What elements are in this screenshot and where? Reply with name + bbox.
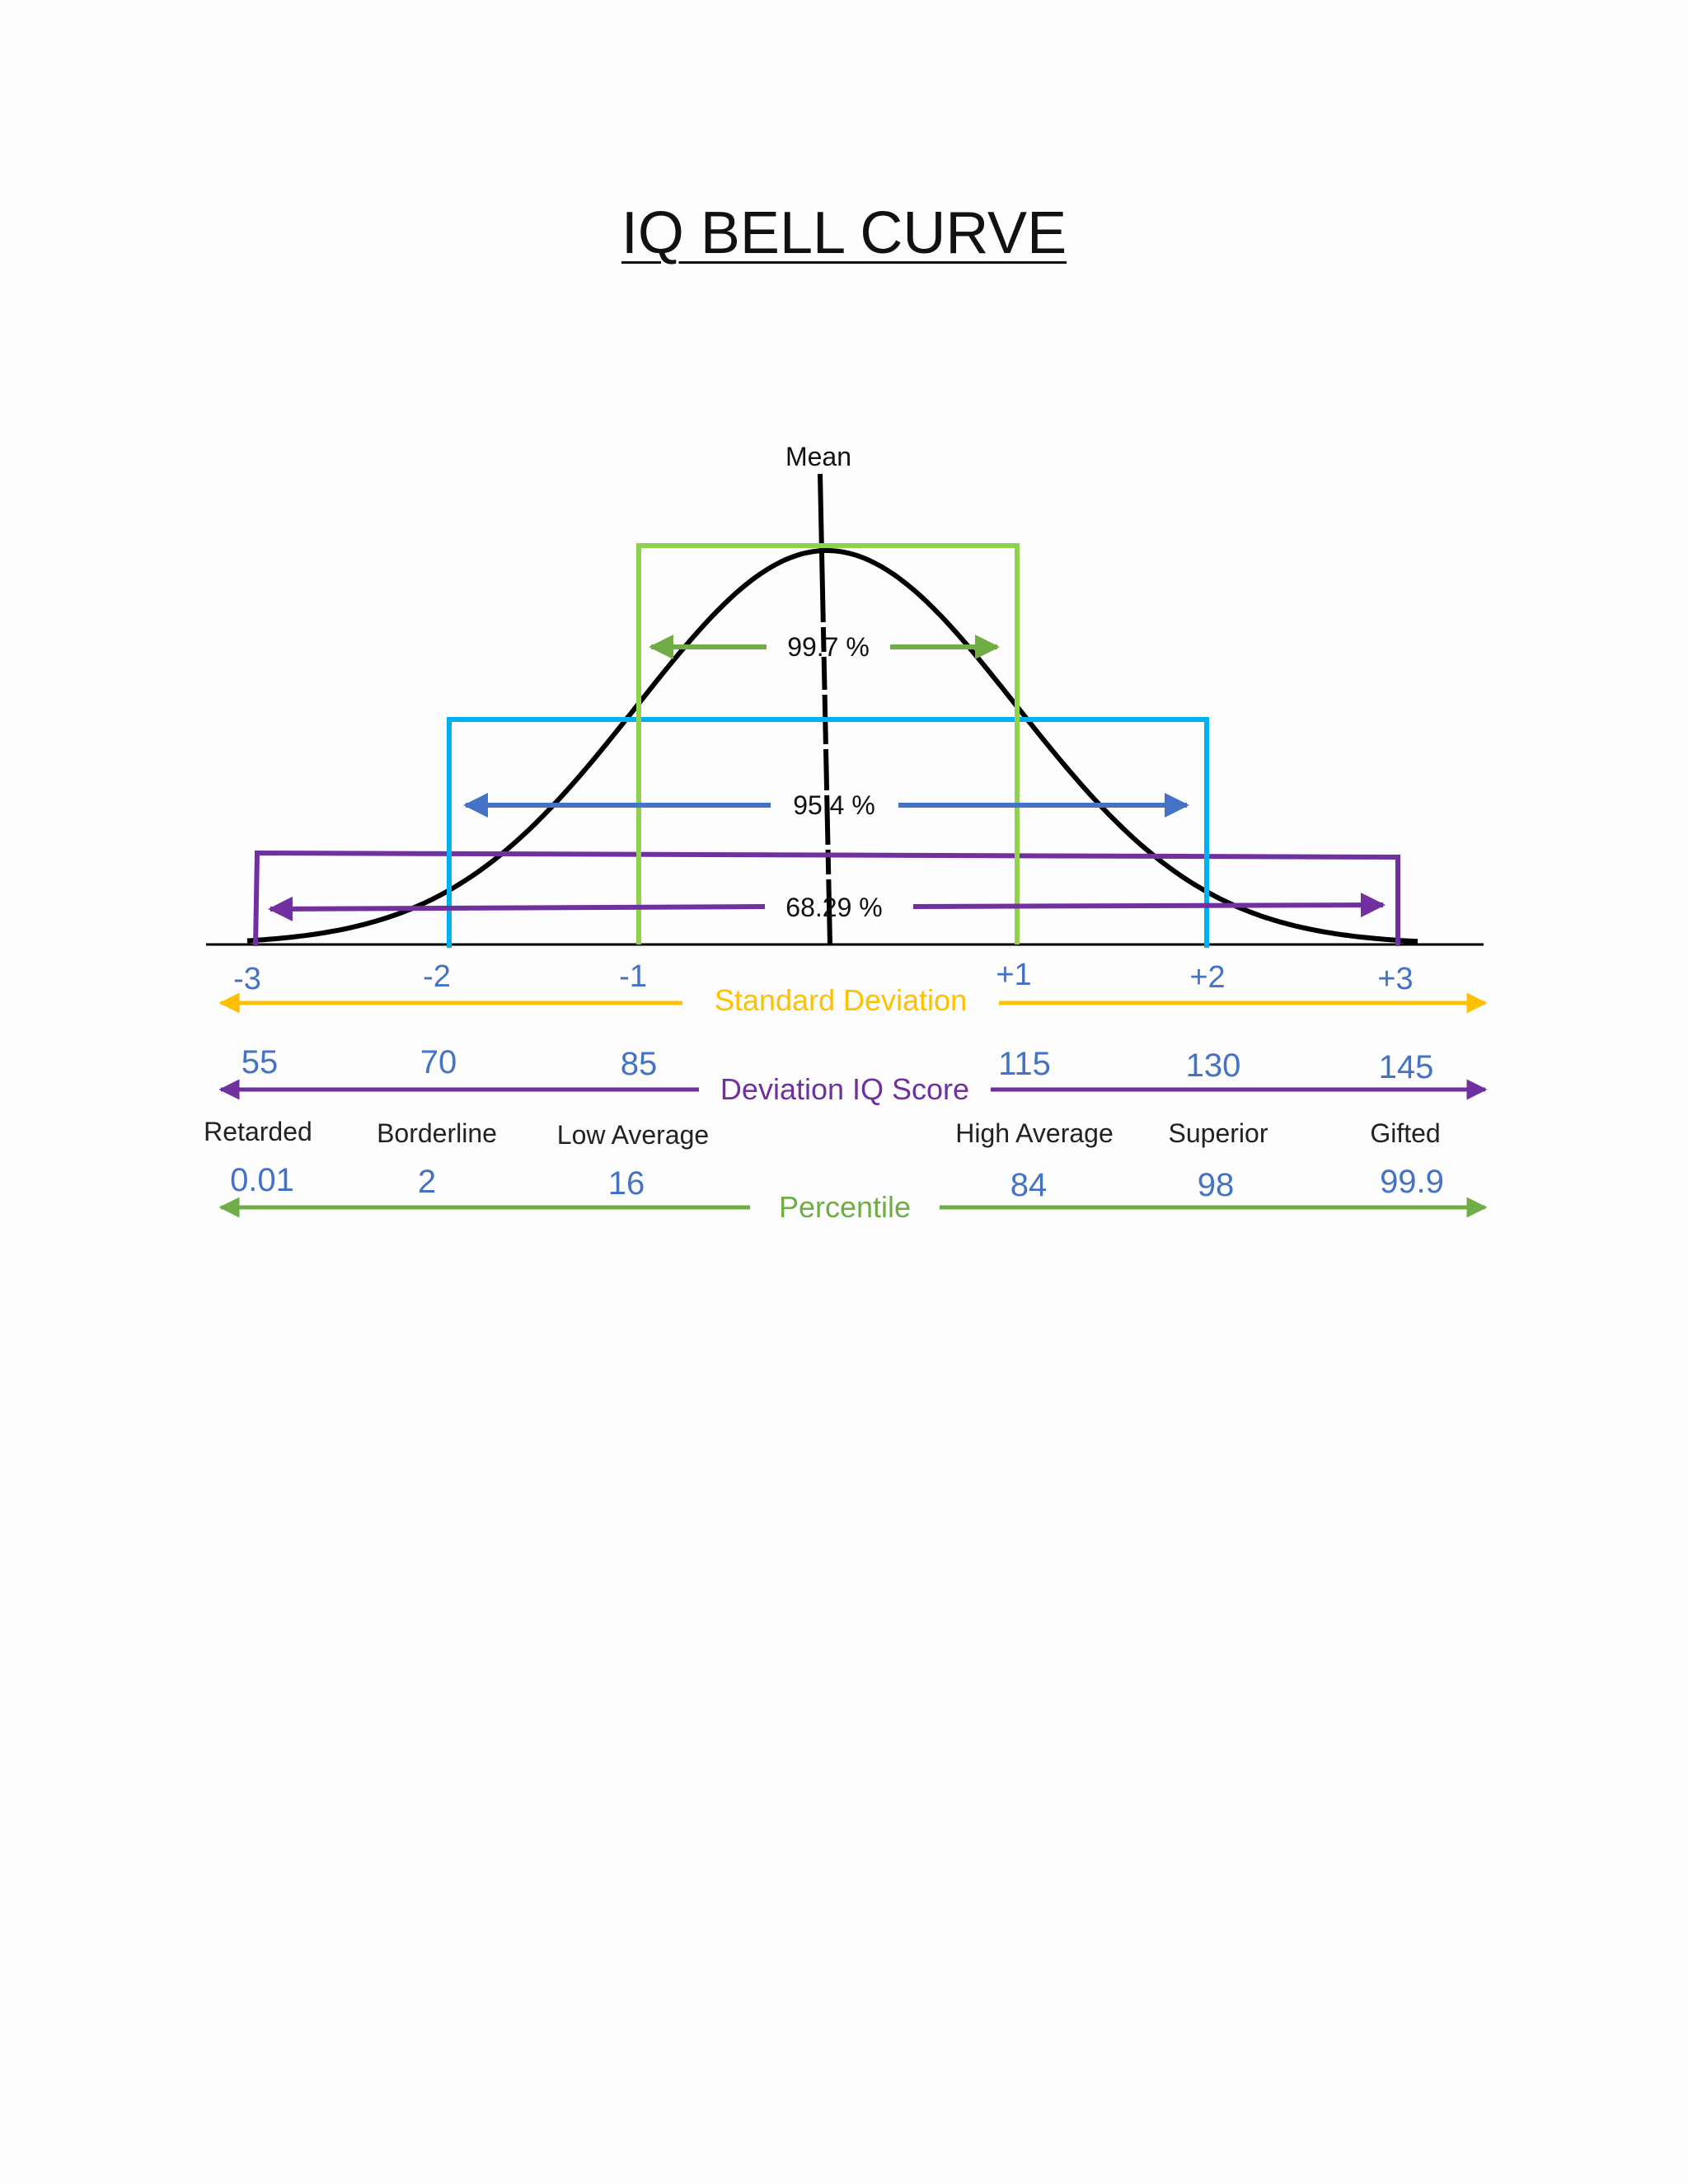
sd-tick: -3 (233, 962, 261, 996)
iq-tick: 85 (621, 1046, 658, 1082)
iq-tick: 70 (420, 1044, 457, 1080)
sd-tick: -2 (423, 959, 451, 994)
percentile-tick: 2 (418, 1164, 436, 1200)
sd-ticks: -3 -2 -1 +1 +2 +3 (233, 958, 1414, 996)
category-label: Gifted (1370, 1118, 1440, 1148)
iq-tick: 130 (1186, 1047, 1241, 1084)
band-1sd-label: 99.7 % (787, 632, 870, 662)
sd-tick: +3 (1377, 962, 1413, 996)
category-label: Low Average (557, 1120, 709, 1150)
iq-tick: 55 (241, 1044, 279, 1080)
sd-axis-label: Standard Deviation (715, 983, 967, 1017)
band-3sd-label: 68.29 % (785, 893, 882, 922)
percentile-tick: 99.9 (1380, 1164, 1444, 1200)
percentile-axis-label: Percentile (779, 1190, 911, 1224)
category-label: Superior (1169, 1118, 1268, 1148)
category-label: Retarded (204, 1117, 312, 1146)
sd-tick: +1 (996, 958, 1031, 992)
band-3sd-arrow-left (268, 896, 766, 921)
percentile-tick: 98 (1198, 1167, 1235, 1203)
page-title: IQ BELL CURVE (621, 200, 1067, 266)
percentile-ticks: 0.01 2 16 84 98 99.9 (230, 1162, 1444, 1203)
band-1sd-bracket (636, 543, 1020, 944)
band-2sd-bracket (447, 717, 1209, 948)
band-3sd-arrow-right (912, 893, 1386, 918)
category-label: Borderline (377, 1118, 497, 1148)
iq-ticks: 55 70 85 115 130 145 (241, 1044, 1434, 1085)
sd-tick: +2 (1189, 960, 1225, 995)
category-labels: Retarded Borderline Low Average High Ave… (204, 1117, 1441, 1150)
percentile-tick: 16 (608, 1165, 645, 1202)
mean-label: Mean (785, 442, 851, 471)
band-3sd-bracket (253, 850, 1400, 947)
band-2sd-label: 95.4 % (793, 790, 875, 820)
category-label: High Average (955, 1118, 1114, 1148)
sd-tick: -1 (619, 959, 647, 994)
percentile-tick: 0.01 (230, 1162, 294, 1198)
iq-tick: 115 (998, 1046, 1051, 1082)
iq-axis-label: Deviation IQ Score (720, 1072, 969, 1106)
iq-tick: 145 (1379, 1049, 1434, 1085)
bell-curve (246, 548, 1418, 944)
percentile-tick: 84 (1010, 1167, 1048, 1203)
